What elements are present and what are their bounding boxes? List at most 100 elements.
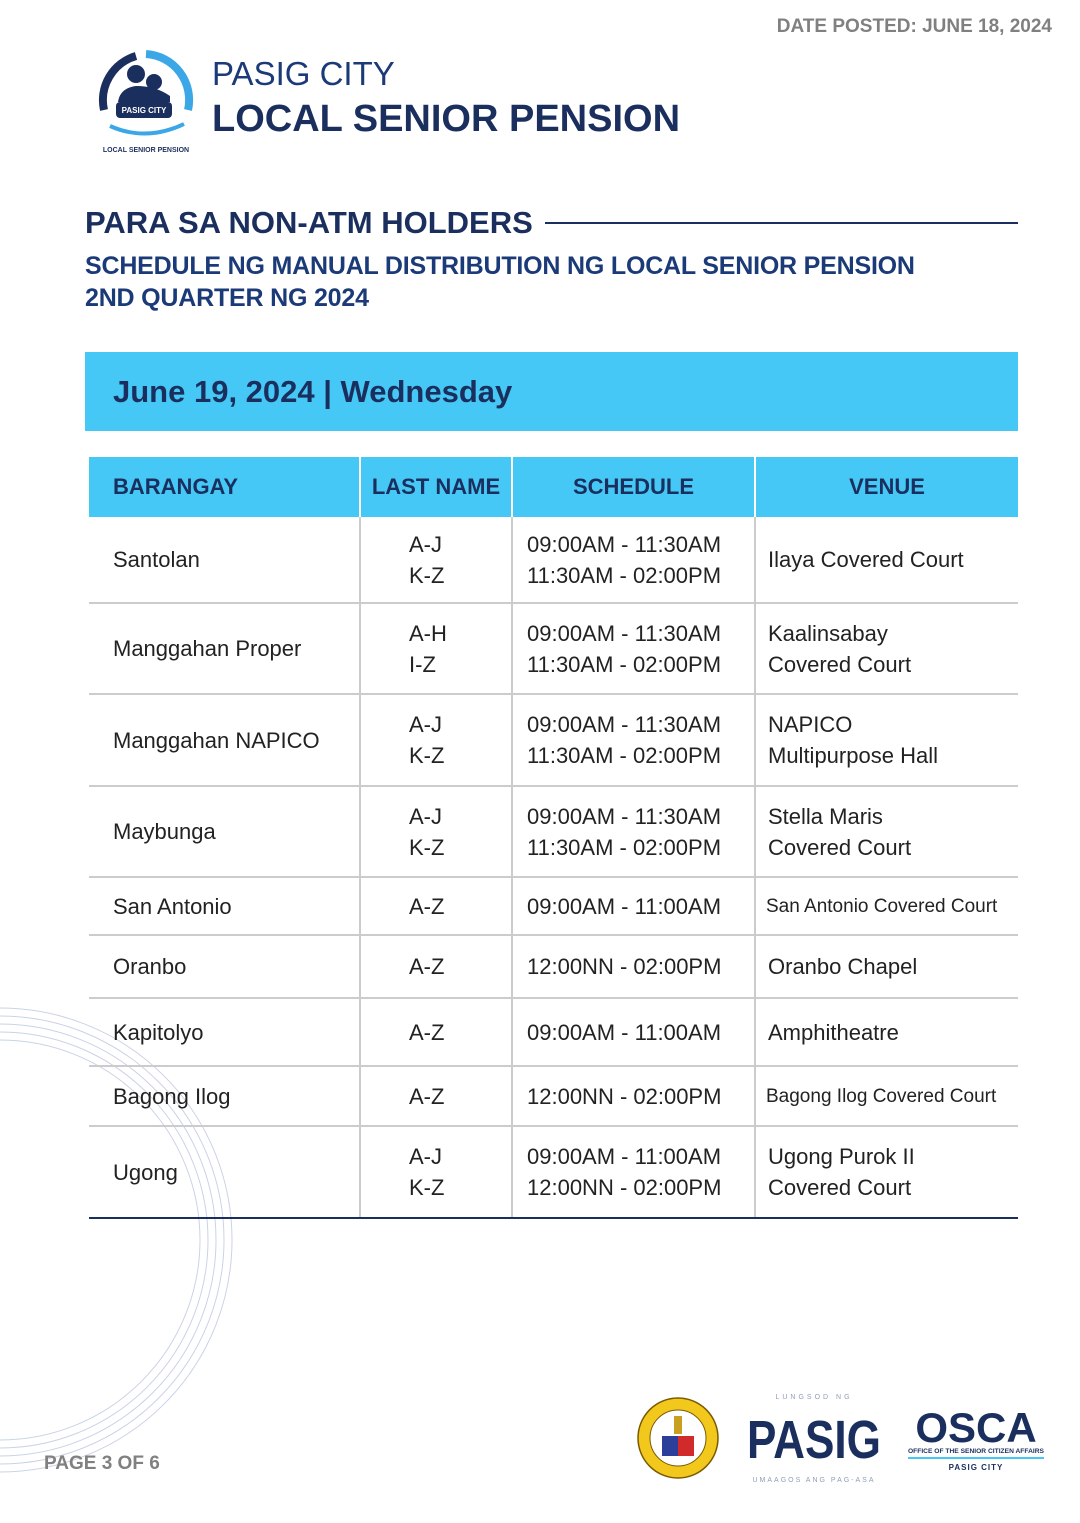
cell-barangay: Ugong: [89, 1126, 361, 1219]
header-city: PASIG CITY: [212, 55, 395, 92]
cell-venue: Ugong Purok II Covered Court: [755, 1126, 1018, 1219]
table-row: Santolan A-J K-Z 09:00AM - 11:30AM 11:30AM -…: [89, 517, 1018, 604]
table-row: San Antonio A-Z 09:00AM - 11:00AM San Anton…: [89, 877, 1018, 936]
cell-schedule-line: 09:00AM - 11:30AM: [527, 620, 722, 646]
cell-venue-line: Multipurpose Hall: [768, 743, 938, 768]
table-row: Manggahan Proper A-H I-Z 09:00AM - 11:30AM 1…: [89, 603, 1018, 695]
pasig-logo: LUNGSOD NG PASIG UMAAGOS ANG PAG-ASA: [747, 1394, 881, 1484]
cell-last-name: A-J K-Z: [360, 1126, 513, 1219]
cell-last-name: A-J K-Z: [360, 517, 513, 604]
cell-schedule: 09:00AM - 11:30AM 11:30AM - 02:00PM: [512, 786, 756, 878]
cell-barangay: Kapitolyo: [89, 998, 361, 1067]
cell-last-name-line: A-Z: [409, 1083, 445, 1109]
subheading-line: SCHEDULE NG MANUAL DISTRIBUTION NG LOCAL…: [85, 252, 915, 280]
svg-text:PASIG: PASIG: [747, 1410, 881, 1470]
col-venue: VENUE: [755, 457, 1018, 517]
cell-last-name-line: A-Z: [409, 893, 445, 919]
cell-schedule-line: 09:00AM - 11:00AM: [527, 1144, 722, 1169]
cell-venue: Oranbo Chapel: [755, 935, 1018, 999]
cell-last-name: A-J K-Z: [360, 694, 513, 787]
cell-last-name: A-Z: [360, 935, 513, 999]
cell-last-name-line: A-H: [409, 620, 447, 646]
cell-last-name-line: K-Z: [409, 562, 445, 588]
cell-venue: San Antonio Covered Court: [755, 877, 1018, 936]
cell-barangay: Maybunga: [89, 786, 361, 878]
cell-schedule: 09:00AM - 11:00AM 12:00NN - 02:00PM: [512, 1126, 756, 1219]
cell-venue-line: Kaalinsabay: [768, 620, 888, 646]
cell-venue-line: Stella Maris: [768, 803, 883, 829]
cell-venue: Amphitheatre: [755, 998, 1018, 1067]
cell-last-name-line: A-Z: [409, 954, 445, 979]
table-row: Ugong A-J K-Z 09:00AM - 11:00AM 12:00NN - 02…: [89, 1126, 1018, 1219]
cell-barangay: Manggahan NAPICO: [89, 694, 361, 787]
cell-venue-line: San Antonio Covered Court: [766, 895, 998, 917]
cell-schedule: 09:00AM - 11:00AM: [512, 877, 756, 936]
heading-divider: [544, 222, 1018, 224]
cell-schedule-line: 09:00AM - 11:00AM: [527, 893, 722, 919]
cell-schedule-line: 09:00AM - 11:00AM: [527, 1019, 722, 1045]
cell-venue-line: Amphitheatre: [768, 1019, 899, 1045]
cell-last-name-line: A-J: [409, 803, 442, 829]
cell-last-name-line: A-J: [409, 712, 442, 737]
cell-schedule-line: 09:00AM - 11:30AM: [527, 803, 722, 829]
col-barangay: BARANGAY: [89, 457, 361, 517]
cell-last-name: A-J K-Z: [360, 786, 513, 878]
pasig-city-seal: [637, 1397, 719, 1479]
cell-schedule: 09:00AM - 11:00AM: [512, 998, 756, 1067]
heading-row: PARA SA NON-ATM HOLDERS: [85, 204, 1018, 242]
date-posted: DATE POSTED: JUNE 18, 2024: [776, 16, 1052, 37]
cell-last-name: A-Z: [360, 998, 513, 1067]
subheading-line: 2ND QUARTER NG 2024: [85, 284, 369, 312]
cell-last-name-line: K-Z: [409, 1175, 445, 1200]
table-row: Maybunga A-J K-Z 09:00AM - 11:30AM 11:30AM -…: [89, 786, 1018, 878]
page-number: PAGE 3 OF 6: [44, 1453, 160, 1474]
col-last-name: LAST NAME: [360, 457, 513, 517]
cell-venue-line: Ugong Purok II: [768, 1144, 915, 1169]
cell-venue-line: Oranbo Chapel: [768, 954, 918, 979]
cell-schedule: 09:00AM - 11:30AM 11:30AM - 02:00PM: [512, 694, 756, 787]
table-row: Oranbo A-Z 12:00NN - 02:00PM Oranbo Chapel: [89, 935, 1018, 999]
cell-venue-line: Ilaya Covered Court: [768, 547, 964, 572]
col-schedule: SCHEDULE: [512, 457, 756, 517]
cell-venue: NAPICO Multipurpose Hall: [755, 694, 1018, 787]
cell-venue: Kaalinsabay Covered Court: [755, 603, 1018, 695]
cell-last-name: A-Z: [360, 1066, 513, 1127]
schedule-table: BARANGAY LAST NAME SCHEDULE VENUE Santol…: [89, 457, 1018, 1219]
cell-venue: Bagong Ilog Covered Court: [755, 1066, 1018, 1127]
cell-last-name: A-Z: [360, 877, 513, 936]
svg-text:PASIG CITY: PASIG CITY: [949, 1463, 1004, 1472]
cell-schedule-line: 11:30AM - 02:00PM: [527, 651, 722, 677]
cell-venue-line: Covered Court: [768, 651, 912, 677]
cell-schedule-line: 11:30AM - 02:00PM: [527, 834, 722, 860]
table-row: Bagong Ilog A-Z 12:00NN - 02:00PM Bagong Il…: [89, 1066, 1018, 1127]
cell-schedule-line: 09:00AM - 11:30AM: [527, 712, 722, 737]
page-heading: PARA SA NON-ATM HOLDERS: [85, 205, 533, 240]
svg-text:PASIG CITY: PASIG CITY: [122, 106, 167, 115]
osca-logo: OSCA OFFICE OF THE SENIOR CITIZEN AFFAIR…: [908, 1404, 1044, 1472]
senior-pension-logo: PASIG CITY LOCAL SENIOR PENSION: [98, 50, 194, 154]
cell-barangay: Bagong Ilog: [89, 1066, 361, 1127]
svg-text:OFFICE OF THE SENIOR CITIZEN A: OFFICE OF THE SENIOR CITIZEN AFFAIRS: [908, 1449, 1044, 1455]
cell-barangay: San Antonio: [89, 877, 361, 936]
cell-schedule-line: 11:30AM - 02:00PM: [527, 743, 722, 768]
cell-venue-line: Covered Court: [768, 1175, 912, 1200]
cell-schedule-line: 12:00NN - 02:00PM: [527, 1083, 722, 1109]
table-row: Manggahan NAPICO A-J K-Z 09:00AM - 11:30AM 1…: [89, 694, 1018, 787]
svg-text:LOCAL SENIOR PENSION: LOCAL SENIOR PENSION: [103, 147, 189, 154]
cell-schedule: 09:00AM - 11:30AM 11:30AM - 02:00PM: [512, 517, 756, 604]
cell-last-name-line: A-J: [409, 1144, 442, 1169]
cell-last-name: A-H I-Z: [360, 603, 513, 695]
cell-venue-line: NAPICO: [768, 712, 853, 737]
cell-schedule: 09:00AM - 11:30AM 11:30AM - 02:00PM: [512, 603, 756, 695]
cell-venue-line: Bagong Ilog Covered Court: [766, 1085, 997, 1107]
svg-text:OSCA: OSCA: [915, 1404, 1036, 1451]
header-title: LOCAL SENIOR PENSION: [212, 98, 681, 140]
table-row: Kapitolyo A-Z 09:00AM - 11:00AM Amphitheatr…: [89, 998, 1018, 1067]
cell-last-name-line: A-J: [409, 531, 442, 557]
date-banner: June 19, 2024 | Wednesday: [85, 352, 1018, 431]
cell-schedule-line: 11:30AM - 02:00PM: [527, 562, 722, 588]
cell-barangay: Santolan: [89, 517, 361, 604]
cell-last-name-line: I-Z: [409, 651, 436, 677]
cell-venue: Stella Maris Covered Court: [755, 786, 1018, 878]
decorative-arcs: [0, 1007, 233, 1473]
